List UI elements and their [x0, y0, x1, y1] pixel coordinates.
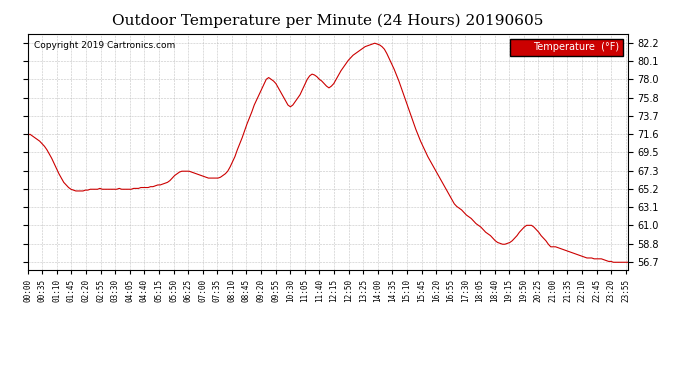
Title: Outdoor Temperature per Minute (24 Hours) 20190605: Outdoor Temperature per Minute (24 Hours…	[112, 14, 544, 28]
Legend: Temperature  (°F): Temperature (°F)	[510, 39, 623, 56]
Text: Copyright 2019 Cartronics.com: Copyright 2019 Cartronics.com	[34, 41, 175, 50]
